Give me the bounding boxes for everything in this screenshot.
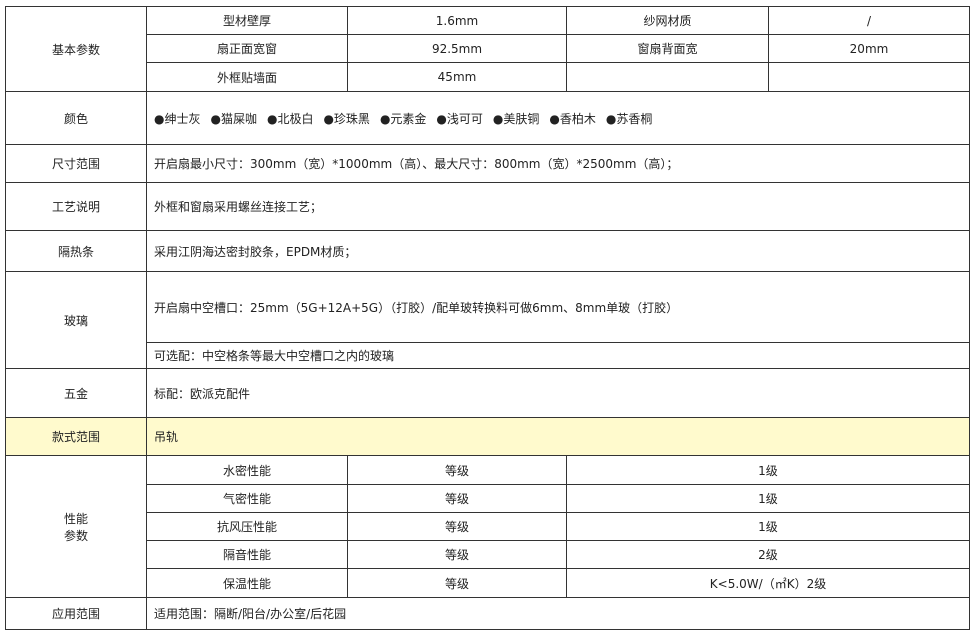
performance-type: 等级: [347, 455, 567, 485]
spec-table: 基本参数 型材壁厚 1.6mm 纱网材质 / 扇正面宽窗 92.5mm 窗扇背面…: [5, 6, 970, 630]
color-option: ●猫屎咖: [210, 111, 257, 126]
process-text: 外框和窗扇采用螺丝连接工艺；: [146, 182, 970, 231]
performance-type: 等级: [347, 540, 567, 569]
param-name: 型材壁厚: [146, 6, 348, 35]
performance-row: 性能参数 水密性能 等级 1级: [5, 455, 970, 598]
glass-label: 玻璃: [5, 271, 147, 369]
color-option: ●浅可可: [436, 111, 483, 126]
performance-name: 水密性能: [146, 455, 348, 485]
param-value: 1.6mm: [347, 6, 567, 35]
performance-name: 气密性能: [146, 484, 348, 513]
glass-optional: 可选配：中空格条等最大中空槽口之内的玻璃: [146, 342, 970, 369]
param-name: [566, 62, 769, 92]
performance-value: 2级: [566, 540, 970, 569]
performance-type: 等级: [347, 568, 567, 598]
size-text: 开启扇最小尺寸：300mm（宽）*1000mm（高）、最大尺寸：800mm（宽）…: [146, 144, 970, 183]
hardware-label: 五金: [5, 368, 147, 418]
basic-row: 扇正面宽窗 92.5mm 窗扇背面宽 20mm: [6, 34, 970, 63]
basic-row: 外框贴墙面 45mm: [6, 62, 970, 92]
application-row: 应用范围 适用范围：隔断/阳台/办公室/后花园: [5, 597, 970, 630]
basic-row: 基本参数 型材壁厚 1.6mm 纱网材质 /: [5, 6, 970, 92]
performance-value: 1级: [566, 455, 970, 485]
glass-row: 玻璃 开启扇中空槽口：25mm（5G+12A+5G）（打胶）/配单玻转换料可做6…: [5, 271, 970, 369]
process-label: 工艺说明: [5, 182, 147, 231]
size-row: 尺寸范围 开启扇最小尺寸：300mm（宽）*1000mm（高）、最大尺寸：800…: [5, 144, 970, 183]
performance-label-line1: 性能: [63, 511, 88, 526]
performance-row: 隔音性能 等级 2级: [6, 540, 970, 569]
color-label: 颜色: [5, 91, 147, 145]
color-option: ●珍珠黑: [323, 111, 370, 126]
color-option: ●香柏木: [549, 111, 596, 126]
performance-row: 保温性能 等级 K<5.0W/（㎡K）2级: [6, 568, 970, 598]
style-text: 吊轨: [146, 417, 970, 456]
param-value: /: [768, 6, 970, 35]
performance-name: 隔音性能: [146, 540, 348, 569]
param-name: 窗扇背面宽: [566, 34, 769, 63]
color-option: ●美肤铜: [492, 111, 540, 126]
param-value: 20mm: [768, 34, 970, 63]
performance-row: 气密性能 等级 1级: [6, 484, 970, 513]
size-label: 尺寸范围: [5, 144, 147, 183]
param-value: [768, 62, 970, 92]
hardware-row: 五金 标配：欧派克配件: [5, 368, 970, 418]
color-row: 颜色 ●绅士灰 ●猫屎咖 ●北极白 ●珍珠黑 ●元素金 ●浅可可 ●美肤铜 ●香柏木 ●苏香桐: [5, 91, 970, 145]
performance-value: K<5.0W/（㎡K）2级: [566, 568, 970, 598]
color-option: ●绅士灰: [154, 111, 201, 126]
hardware-text: 标配：欧派克配件: [146, 368, 970, 418]
color-option: ●苏香桐: [605, 111, 653, 126]
performance-label-line2: 参数: [63, 528, 88, 543]
style-row: 款式范围 吊轨: [5, 417, 970, 456]
performance-name: 保温性能: [146, 568, 348, 598]
style-label: 款式范围: [5, 417, 147, 456]
performance-type: 等级: [347, 484, 567, 513]
glass-row: 可选配：中空格条等最大中空槽口之内的玻璃: [6, 342, 970, 369]
color-options: ●绅士灰 ●猫屎咖 ●北极白 ●珍珠黑 ●元素金 ●浅可可 ●美肤铜 ●香柏木 ●苏香桐: [146, 91, 970, 145]
param-name: 扇正面宽窗: [146, 34, 348, 63]
glass-standard: 开启扇中空槽口：25mm（5G+12A+5G）（打胶）/配单玻转换料可做6mm、…: [146, 271, 970, 343]
basic-label: 基本参数: [5, 6, 147, 92]
process-row: 工艺说明 外框和窗扇采用螺丝连接工艺；: [5, 182, 970, 231]
param-value: 92.5mm: [347, 34, 567, 63]
performance-row: 抗风压性能 等级 1级: [6, 512, 970, 541]
color-option: ●北极白: [266, 111, 314, 126]
performance-value: 1级: [566, 512, 970, 541]
performance-label: 性能 参数: [5, 455, 147, 598]
performance-value: 1级: [566, 484, 970, 513]
param-name: 纱网材质: [566, 6, 769, 35]
performance-name: 抗风压性能: [146, 512, 348, 541]
insulation-text: 采用江阴海达密封胶条，EPDM材质；: [146, 230, 970, 272]
param-name: 外框贴墙面: [146, 62, 348, 92]
application-text: 适用范围：隔断/阳台/办公室/后花园: [146, 597, 970, 630]
application-label: 应用范围: [5, 597, 147, 630]
performance-type: 等级: [347, 512, 567, 541]
insulation-row: 隔热条 采用江阴海达密封胶条，EPDM材质；: [5, 230, 970, 272]
param-value: 45mm: [347, 62, 567, 92]
color-option: ●元素金: [379, 111, 427, 126]
insulation-label: 隔热条: [5, 230, 147, 272]
